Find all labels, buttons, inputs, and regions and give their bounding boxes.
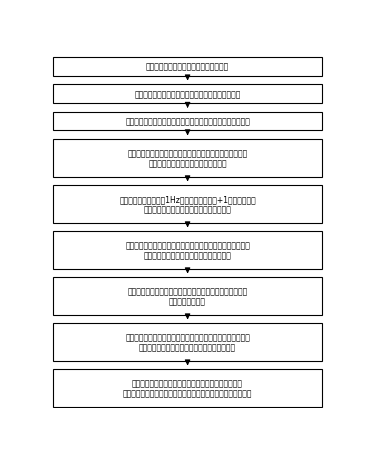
FancyBboxPatch shape xyxy=(53,58,322,77)
FancyBboxPatch shape xyxy=(53,369,322,407)
FancyBboxPatch shape xyxy=(53,112,322,131)
Text: 将发出的信号频率提高1Hz，发射频率为（右+1）时的高道发: 将发出的信号频率提高1Hz，发射频率为（右+1）时的高道发 xyxy=(119,195,256,204)
Text: 控制并记录各频次频率每次小反射镜位置的振动信号，求当在: 控制并记录各频次频率每次小反射镜位置的振动信号，求当在 xyxy=(125,241,250,250)
Text: 情况下小反射镜位置变振动信号的幅频特性曲线: 情况下小反射镜位置变振动信号的幅频特性曲线 xyxy=(139,343,236,352)
Text: 数据采集卡采集并传输到计算机上记录: 数据采集卡采集并传输到计算机上记录 xyxy=(148,159,227,168)
Text: 为声波发射系统的发声端口对准心反射镜: 为声波发射系统的发声端口对准心反射镜 xyxy=(146,63,229,72)
FancyBboxPatch shape xyxy=(53,85,322,104)
Text: 通过信号发生器和声波发射系统发出频率为高的处值口上声波: 通过信号发生器和声波发射系统发出频率为高的处值口上声波 xyxy=(125,118,250,126)
Text: 差进行拟振幅度与振动信号的幅频特性曲线: 差进行拟振幅度与振动信号的幅频特性曲线 xyxy=(143,251,232,260)
FancyBboxPatch shape xyxy=(53,186,322,223)
FancyBboxPatch shape xyxy=(53,278,322,315)
Text: 高频光多普勒振动计利用小反射镜发射束光检测信号: 高频光多普勒振动计利用小反射镜发射束光检测信号 xyxy=(134,90,241,99)
FancyBboxPatch shape xyxy=(53,140,322,177)
Text: 将适合样品放入主测样室中，将小反射镜放置在适合样品上: 将适合样品放入主测样室中，将小反射镜放置在适合样品上 xyxy=(127,287,248,296)
FancyBboxPatch shape xyxy=(53,232,322,269)
Text: 求出有、无遮蔽情况下振动幅値工作的幅频特性曲线，: 求出有、无遮蔽情况下振动幅値工作的幅频特性曲线， xyxy=(132,379,243,387)
Text: 利用激光多普勒振动计检测小反射镜位置的振动变化，通过: 利用激光多普勒振动计检测小反射镜位置的振动变化，通过 xyxy=(127,149,248,158)
Text: 比出最大剧增时对应的振幅曲线上，为所测地雷的声音固有频率: 比出最大剧增时对应的振幅曲线上，为所测地雷的声音固有频率 xyxy=(123,389,252,398)
FancyBboxPatch shape xyxy=(53,324,322,361)
Text: 上方的主测样室上: 上方的主测样室上 xyxy=(169,297,206,306)
Text: 保持声波发射系统的参数设置不变，激发并记录在非自由振动: 保持声波发射系统的参数设置不变，激发并记录在非自由振动 xyxy=(125,333,250,341)
Text: 声波，检测并记录小反射镜位置的振动信号: 声波，检测并记录小反射镜位置的振动信号 xyxy=(143,205,232,214)
